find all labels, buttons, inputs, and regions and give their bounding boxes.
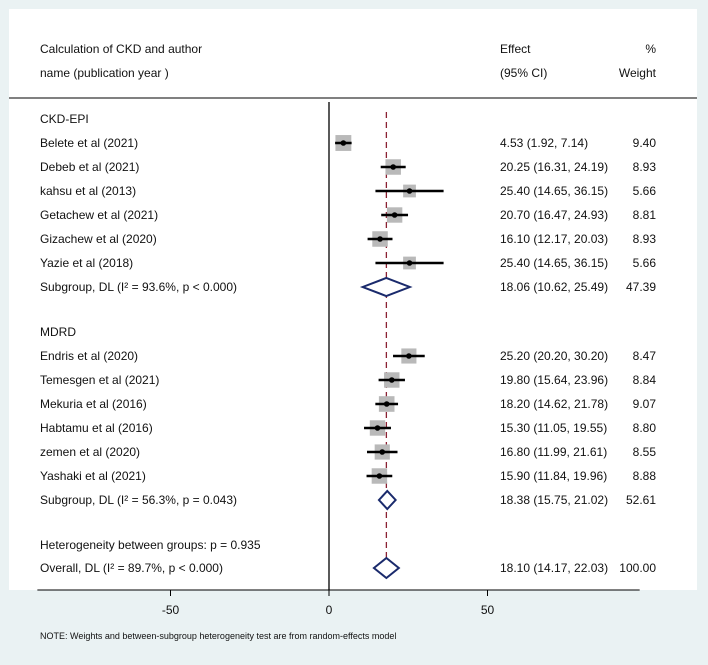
study-point: [377, 236, 383, 242]
forest-plot-panel: [9, 9, 697, 590]
study-effect-ci: 16.10 (12.17, 20.03): [500, 232, 609, 246]
overall-effect-ci: 18.10 (14.17, 22.03): [500, 561, 609, 575]
study-point: [406, 188, 413, 194]
study-label: Belete et al (2021): [40, 136, 139, 150]
study-label: Yashaki et al (2021): [40, 469, 146, 483]
study-label: zemen et al (2020): [40, 445, 141, 459]
study-weight: 8.93: [632, 160, 656, 174]
study-point: [388, 377, 395, 383]
subgroup-weight: 47.39: [625, 280, 656, 294]
study-weight: 5.66: [632, 184, 656, 198]
study-label: Temesgen et al (2021): [40, 373, 160, 387]
subgroup-label: Subgroup, DL (I² = 56.3%, p = 0.043): [40, 493, 238, 507]
study-weight: 8.88: [632, 469, 656, 483]
overall-weight: 100.00: [619, 561, 656, 575]
study-weight: 9.07: [632, 397, 656, 411]
study-point: [383, 401, 390, 407]
subgroup-diamond: [377, 489, 397, 511]
study-label: kahsu et al (2013): [40, 184, 137, 198]
study-effect-ci: 19.80 (15.64, 23.96): [500, 373, 609, 387]
study-point: [390, 164, 396, 170]
study-weight: 8.47: [632, 349, 656, 363]
study-label: Debeb et al (2021): [40, 160, 140, 174]
study-effect-ci: 18.20 (14.62, 21.78): [500, 397, 609, 411]
study-label: Habtamu et al (2016): [40, 421, 153, 435]
study-point: [340, 140, 347, 146]
group-heading: MDRD: [40, 325, 76, 339]
study-label: Endris et al (2020): [40, 349, 139, 363]
header-ci: (95% CI): [500, 66, 548, 80]
study-effect-ci: 25.40 (14.65, 36.15): [500, 256, 609, 270]
subgroup-effect-ci: 18.06 (10.62, 25.49): [500, 280, 609, 294]
study-point: [406, 260, 413, 266]
study-weight: 8.93: [632, 232, 656, 246]
study-weight: 5.66: [632, 256, 656, 270]
study-point: [379, 449, 386, 455]
x-tick-label: 0: [325, 603, 333, 617]
study-effect-ci: 16.80 (11.99, 21.61): [500, 445, 608, 459]
header-weight: Weight: [618, 66, 656, 80]
study-effect-ci: 15.90 (11.84, 19.96): [500, 469, 608, 483]
study-weight: 8.80: [632, 421, 656, 435]
study-weight: 8.55: [632, 445, 656, 459]
study-label: Mekuria et al (2016): [40, 397, 147, 411]
study-weight: 8.84: [632, 373, 656, 387]
study-label: Yazie et al (2018): [40, 256, 134, 270]
heterogeneity-text: Heterogeneity between groups: p = 0.935: [40, 538, 261, 552]
study-label: Gizachew et al (2020): [40, 232, 157, 246]
subgroup-effect-ci: 18.38 (15.75, 21.02): [500, 493, 609, 507]
study-effect-ci: 4.53 (1.92, 7.14): [500, 136, 589, 150]
study-point: [374, 425, 381, 431]
study-point: [391, 212, 398, 218]
x-tick-label: 50: [480, 603, 495, 617]
x-tick-label: -50: [161, 603, 180, 617]
header-pct: %: [645, 42, 656, 56]
study-label: Getachew et al (2021): [40, 208, 159, 222]
subgroup-diamond: [359, 276, 413, 298]
study-weight: 9.40: [632, 136, 656, 150]
study-effect-ci: 25.40 (14.65, 36.15): [500, 184, 609, 198]
study-effect-ci: 25.20 (20.20, 30.20): [500, 349, 609, 363]
subgroup-label: Subgroup, DL (I² = 93.6%, p < 0.000): [40, 280, 238, 294]
subgroup-weight: 52.61: [625, 493, 656, 507]
study-point: [406, 353, 412, 359]
study-effect-ci: 15.30 (11.05, 19.55): [500, 421, 608, 435]
study-effect-ci: 20.70 (16.47, 24.93): [500, 208, 609, 222]
footnote: NOTE: Weights and between-subgroup heter…: [40, 631, 397, 641]
header-study-subtitle: name (publication year ): [40, 66, 169, 80]
study-weight: 8.81: [632, 208, 656, 222]
header-study-title: Calculation of CKD and author: [40, 42, 203, 56]
header-effect: Effect: [500, 42, 531, 56]
study-point: [376, 473, 383, 479]
study-effect-ci: 20.25 (16.31, 24.19): [500, 160, 609, 174]
overall-diamond: [372, 556, 401, 580]
group-heading: CKD-EPI: [40, 112, 89, 126]
overall-label: Overall, DL (I² = 89.7%, p < 0.000): [40, 561, 223, 575]
